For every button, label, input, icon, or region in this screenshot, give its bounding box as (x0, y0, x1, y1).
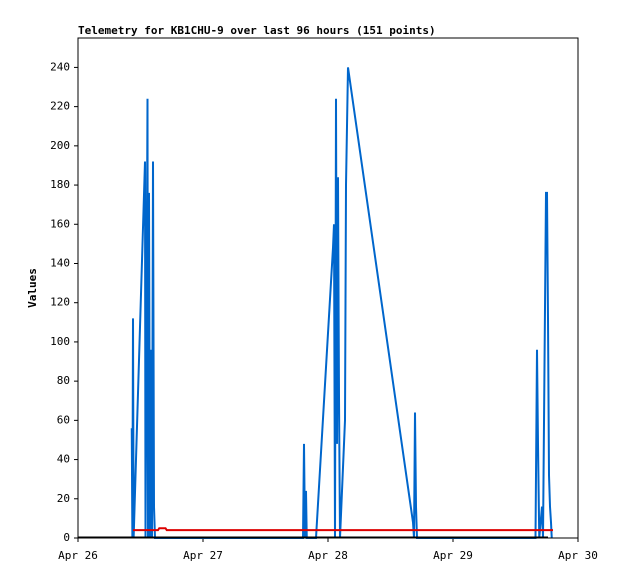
y-axis-label: Values (26, 268, 39, 308)
y-tick-label: 60 (57, 413, 70, 426)
x-tick-label: Apr 29 (433, 549, 473, 562)
y-tick-label: 220 (50, 100, 70, 113)
y-tick-label: 80 (57, 374, 70, 387)
series-line (130, 67, 553, 539)
chart-title: Telemetry for KB1CHU-9 over last 96 hour… (78, 24, 436, 37)
series-line (133, 527, 553, 532)
y-tick-label: 40 (57, 453, 70, 466)
y-tick-label: 200 (50, 139, 70, 152)
x-tick-label: Apr 27 (183, 549, 223, 562)
y-tick-label: 0 (63, 531, 70, 544)
y-tick-label: 140 (50, 256, 70, 269)
x-tick-label: Apr 26 (58, 549, 98, 562)
y-tick-label: 180 (50, 178, 70, 191)
x-tick-label: Apr 30 (558, 549, 598, 562)
y-tick-label: 120 (50, 296, 70, 309)
x-tick-label: Apr 28 (308, 549, 348, 562)
y-tick-label: 240 (50, 60, 70, 73)
plot-frame (77, 37, 579, 539)
y-tick-label: 20 (57, 492, 70, 505)
y-tick-label: 160 (50, 217, 70, 230)
y-tick-label: 100 (50, 335, 70, 348)
